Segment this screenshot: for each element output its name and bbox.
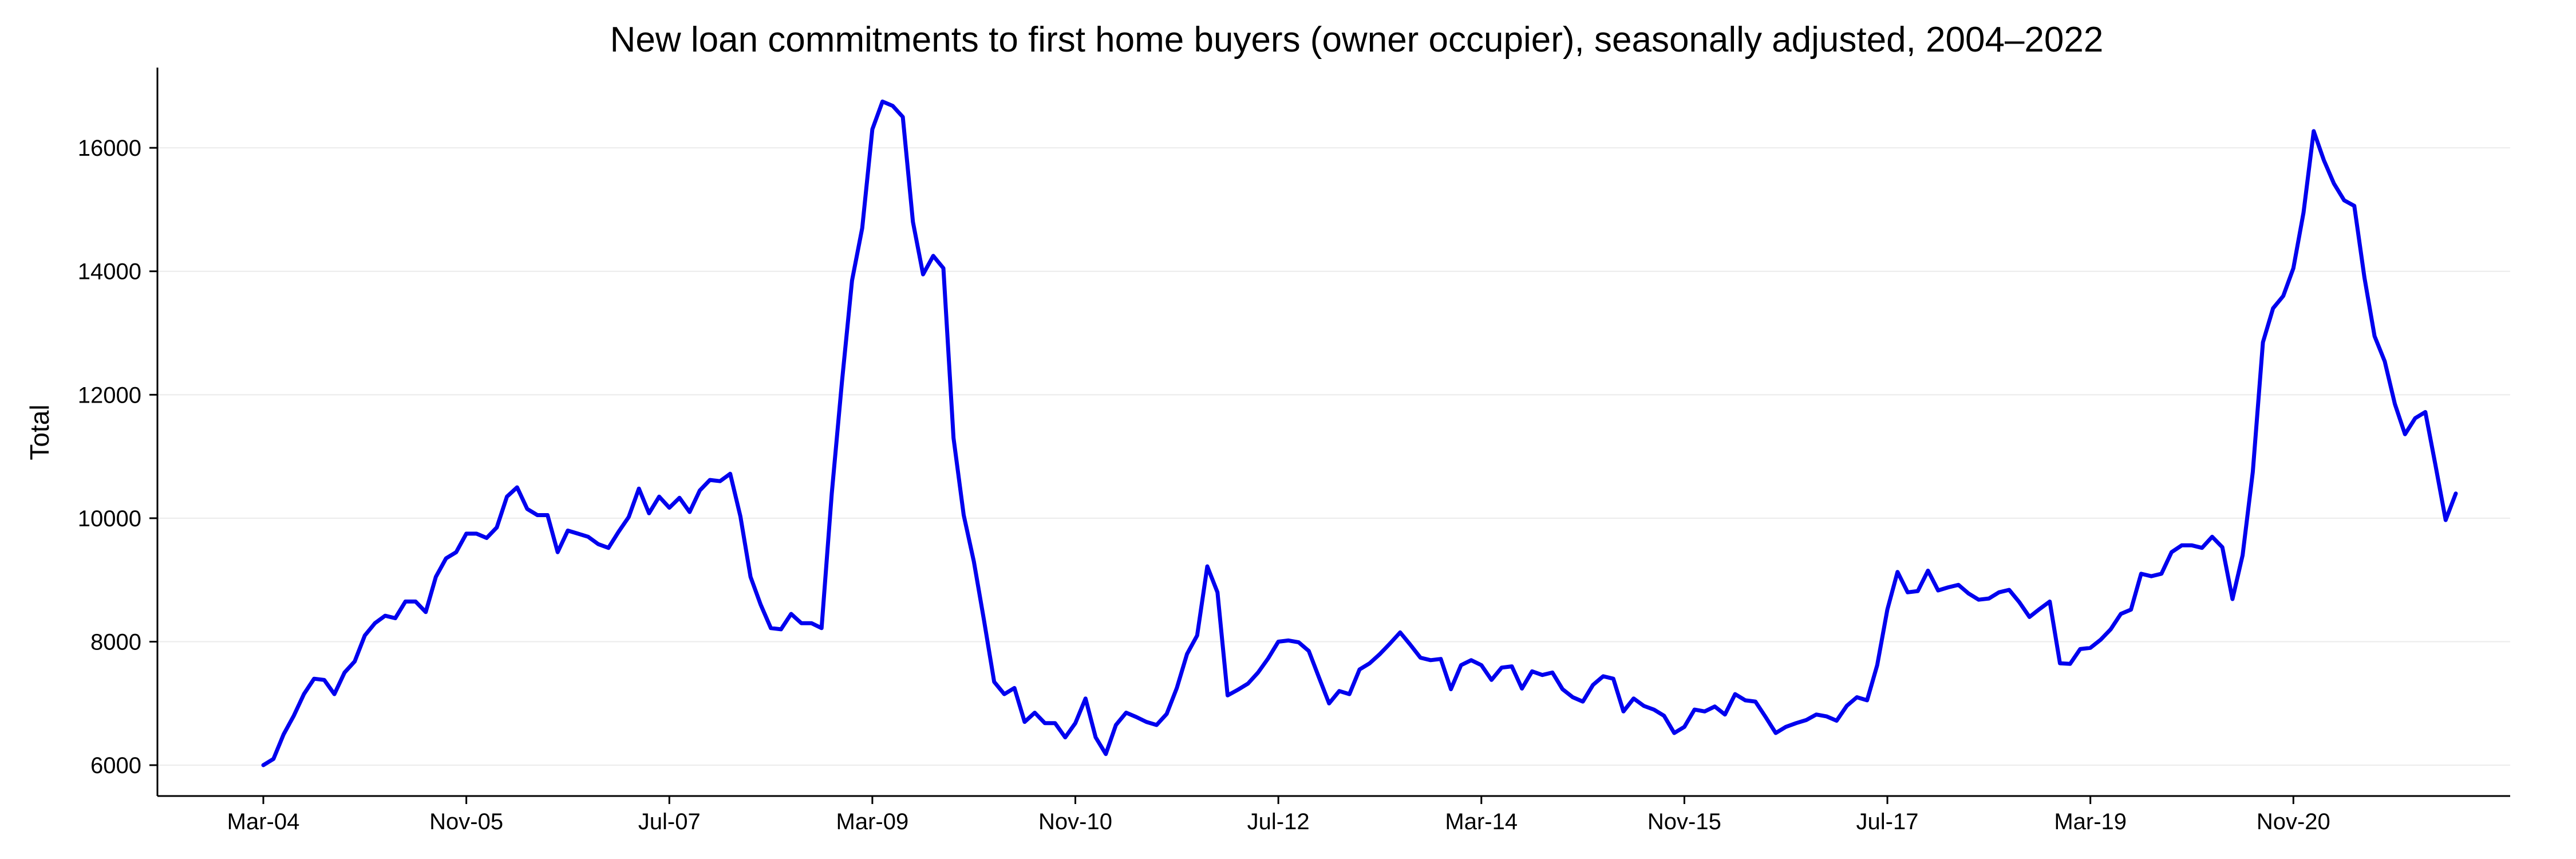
x-tick-label: Nov-10 [1038,809,1112,834]
y-axis-label: Total [25,404,54,460]
y-ticks: 6000 8000 10000 12000 14000 16000 [78,136,157,778]
x-tick-label: Mar-19 [2054,809,2127,834]
series-group [261,99,2458,767]
x-tick-label: Nov-20 [2257,809,2330,834]
x-tick-label: Jul-12 [1247,809,1310,834]
gridlines [157,147,2510,766]
x-tick-label: Nov-05 [429,809,503,834]
x-tick-label: Mar-09 [836,809,909,834]
chart-title: New loan commitments to first home buyer… [610,20,2104,60]
x-tick-label: Mar-14 [1445,809,1518,834]
y-tick-label: 6000 [90,753,141,778]
x-ticks: Mar-04 Nov-05 Jul-07 Mar-09 Nov-10 Jul-12 Mar-… [227,796,2330,834]
x-tick-label: Jul-07 [638,809,701,834]
y-tick-label: 14000 [78,259,141,285]
y-tick-label: 12000 [78,383,141,408]
x-tick-label: Mar-04 [227,809,300,834]
y-tick-label: 10000 [78,506,141,531]
y-tick-label: 16000 [78,136,141,161]
series-line [261,99,2458,767]
x-tick-label: Nov-15 [1647,809,1721,834]
x-tick-label: Jul-17 [1856,809,1919,834]
axes [156,68,2510,797]
y-tick-label: 8000 [90,630,141,655]
